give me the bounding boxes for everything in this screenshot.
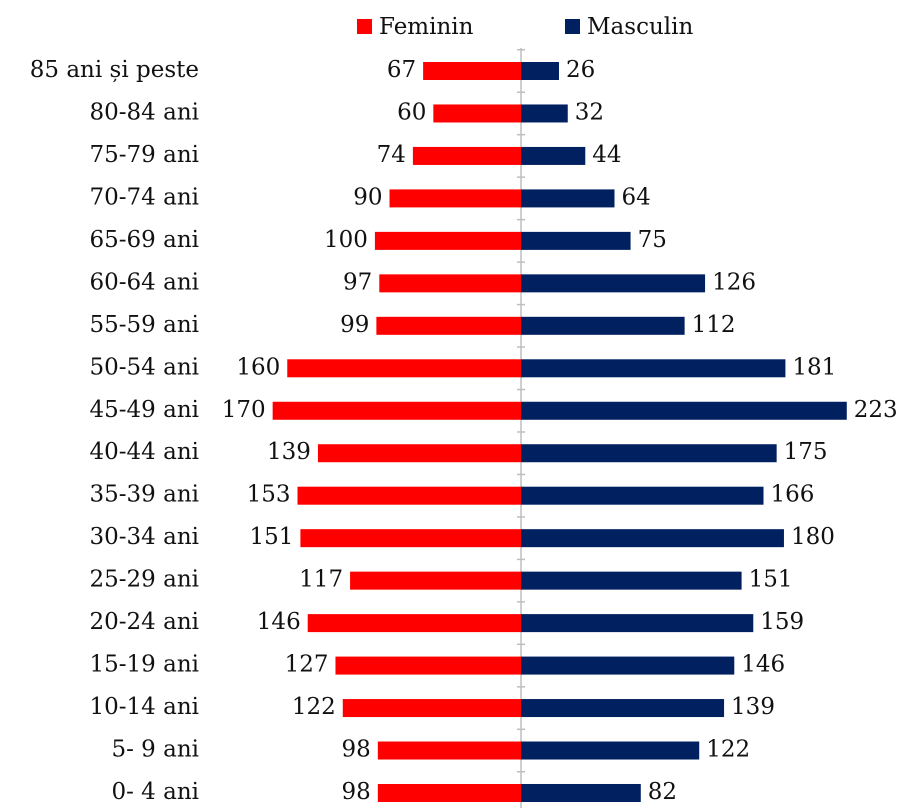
value-label: 100: [324, 227, 368, 253]
value-label: 139: [267, 439, 311, 465]
bar: [521, 401, 847, 420]
value-label: 98: [342, 779, 371, 805]
category-label: 75-79 ani: [90, 142, 200, 168]
bar: [521, 783, 641, 802]
value-label: 146: [741, 652, 785, 678]
value-label: 117: [299, 567, 343, 593]
bar: [521, 146, 586, 165]
bar: [317, 444, 521, 463]
bar: [389, 189, 521, 208]
legend-label: Masculin: [587, 14, 693, 40]
bar: [521, 571, 742, 590]
value-label: 160: [236, 354, 280, 380]
category-label: 30-34 ani: [90, 524, 200, 550]
value-label: 223: [854, 397, 898, 423]
bar: [297, 486, 521, 505]
bar: [521, 614, 754, 633]
value-label: 97: [343, 269, 372, 295]
bar: [342, 699, 521, 718]
bar: [521, 529, 784, 548]
value-label: 122: [292, 694, 336, 720]
value-label: 32: [575, 99, 604, 125]
bar: [379, 274, 521, 293]
bar: [423, 62, 521, 80]
category-label: 10-14 ani: [90, 694, 200, 720]
legend-label: Feminin: [379, 14, 474, 40]
value-label: 146: [257, 609, 301, 635]
bar: [521, 62, 559, 80]
value-label: 181: [792, 354, 836, 380]
value-label: 90: [353, 184, 382, 210]
value-label: 112: [692, 312, 736, 338]
value-label: 159: [760, 609, 804, 635]
bar: [307, 614, 521, 633]
value-label: 180: [791, 524, 835, 550]
bar: [521, 359, 786, 378]
value-label: 60: [397, 99, 426, 125]
value-label: 75: [638, 227, 667, 253]
legend-swatch: [565, 19, 580, 34]
category-label: 80-84 ani: [90, 99, 200, 125]
category-label: 65-69 ani: [90, 227, 200, 253]
bar: [521, 486, 764, 505]
category-label: 35-39 ani: [90, 482, 200, 508]
category-label: 5- 9 ani: [111, 737, 199, 763]
value-label: 99: [340, 312, 369, 338]
value-label: 166: [771, 482, 815, 508]
value-label: 122: [706, 737, 750, 763]
category-label: 20-24 ani: [90, 609, 200, 635]
value-label: 151: [250, 524, 294, 550]
bar: [521, 104, 568, 123]
category-label: 0- 4 ani: [111, 779, 199, 805]
value-label: 44: [592, 142, 621, 168]
category-label: 70-74 ani: [90, 184, 200, 210]
bar: [377, 783, 521, 802]
value-label: 139: [731, 694, 775, 720]
category-label: 55-59 ani: [90, 312, 200, 338]
value-label: 126: [712, 269, 756, 295]
value-label: 82: [648, 779, 677, 805]
legend-swatch: [357, 19, 372, 34]
category-label: 85 ani și peste: [30, 57, 199, 83]
category-label: 25-29 ani: [90, 567, 200, 593]
bar: [300, 529, 521, 548]
value-label: 26: [566, 57, 595, 83]
bar: [412, 146, 521, 165]
category-label: 40-44 ani: [90, 439, 200, 465]
category-label: 50-54 ani: [90, 354, 200, 380]
category-label: 45-49 ani: [90, 397, 200, 423]
bar: [521, 656, 735, 675]
bar: [521, 699, 725, 718]
category-label: 60-64 ani: [90, 269, 200, 295]
bar: [374, 231, 521, 250]
bar: [521, 274, 706, 293]
bar: [350, 571, 521, 590]
bar: [521, 316, 685, 335]
bar: [377, 741, 521, 760]
value-label: 64: [621, 184, 650, 210]
category-label: 15-19 ani: [90, 652, 200, 678]
bar: [272, 401, 521, 420]
value-label: 127: [285, 652, 329, 678]
value-label: 175: [784, 439, 828, 465]
bar: [433, 104, 521, 123]
value-label: 170: [222, 397, 266, 423]
bar: [521, 444, 777, 463]
bar: [521, 231, 631, 250]
value-label: 98: [342, 737, 371, 763]
bar: [521, 189, 615, 208]
value-label: 153: [247, 482, 291, 508]
value-label: 74: [377, 142, 406, 168]
bar: [376, 316, 521, 335]
bar: [521, 741, 700, 760]
bar: [335, 656, 521, 675]
value-label: 67: [387, 57, 416, 83]
bar: [287, 359, 521, 378]
value-label: 151: [749, 567, 793, 593]
